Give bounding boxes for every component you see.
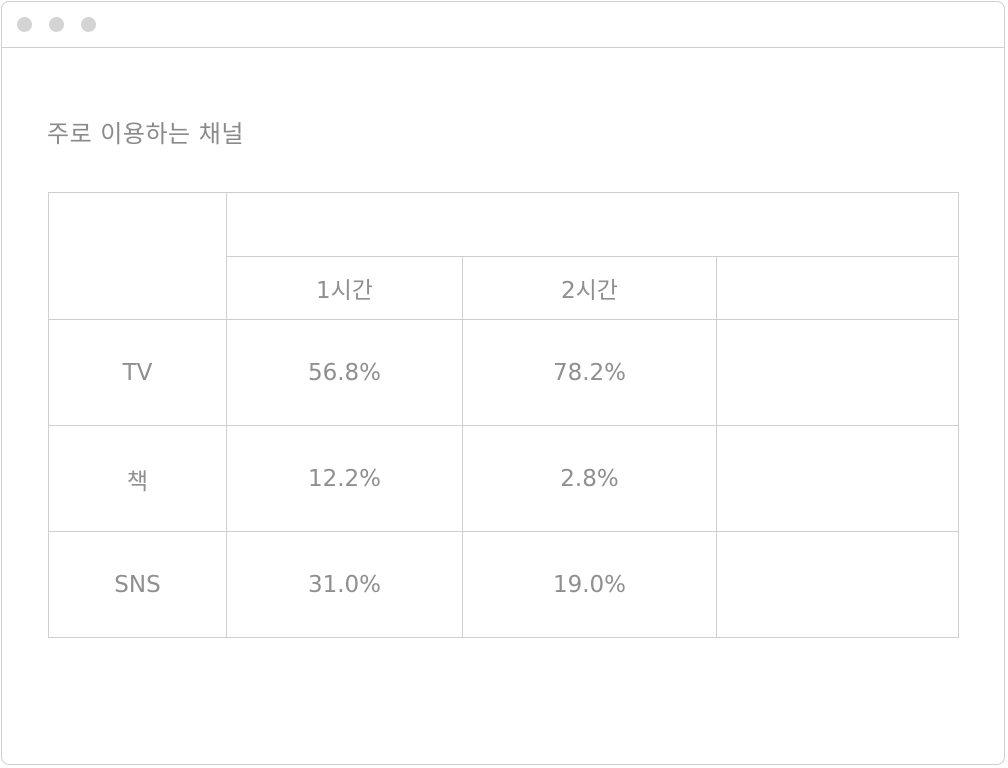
column-header-2h: 2시간 [462,256,717,320]
window-maximize-dot-icon[interactable] [81,17,96,32]
window-minimize-dot-icon[interactable] [49,17,64,32]
table-cell: 19.0% [462,531,717,638]
table-cell: 56.8% [226,319,463,426]
table-row: TV 56.8% 78.2% [48,319,959,426]
table-cell: 2.8% [462,425,717,532]
table-header-row-group [48,192,959,320]
table-cell [716,531,959,638]
table-cell [716,319,959,426]
row-label-book: 책 [48,425,227,532]
table-cell: 31.0% [226,531,463,638]
row-label-sns: SNS [48,531,227,638]
table-cell: 78.2% [462,319,717,426]
channel-usage-table: 1시간 2시간 TV 56.8% 78.2% 책 12.2% 2.8% SNS … [48,192,959,638]
table-header-row: 1시간 2시간 [49,256,959,320]
table-row: SNS 31.0% 19.0% [48,531,959,638]
table-group-header-cell [226,192,959,257]
row-label-tv: TV [48,319,227,426]
table-corner-cell [48,192,227,320]
window-titlebar [2,2,1004,48]
table-cell [716,425,959,532]
column-header-empty [716,256,959,320]
column-header-1h: 1시간 [226,256,463,320]
window-close-dot-icon[interactable] [17,17,32,32]
table-row: 책 12.2% 2.8% [48,425,959,532]
page-title: 주로 이용하는 채널 [47,120,244,148]
table-cell: 12.2% [226,425,463,532]
